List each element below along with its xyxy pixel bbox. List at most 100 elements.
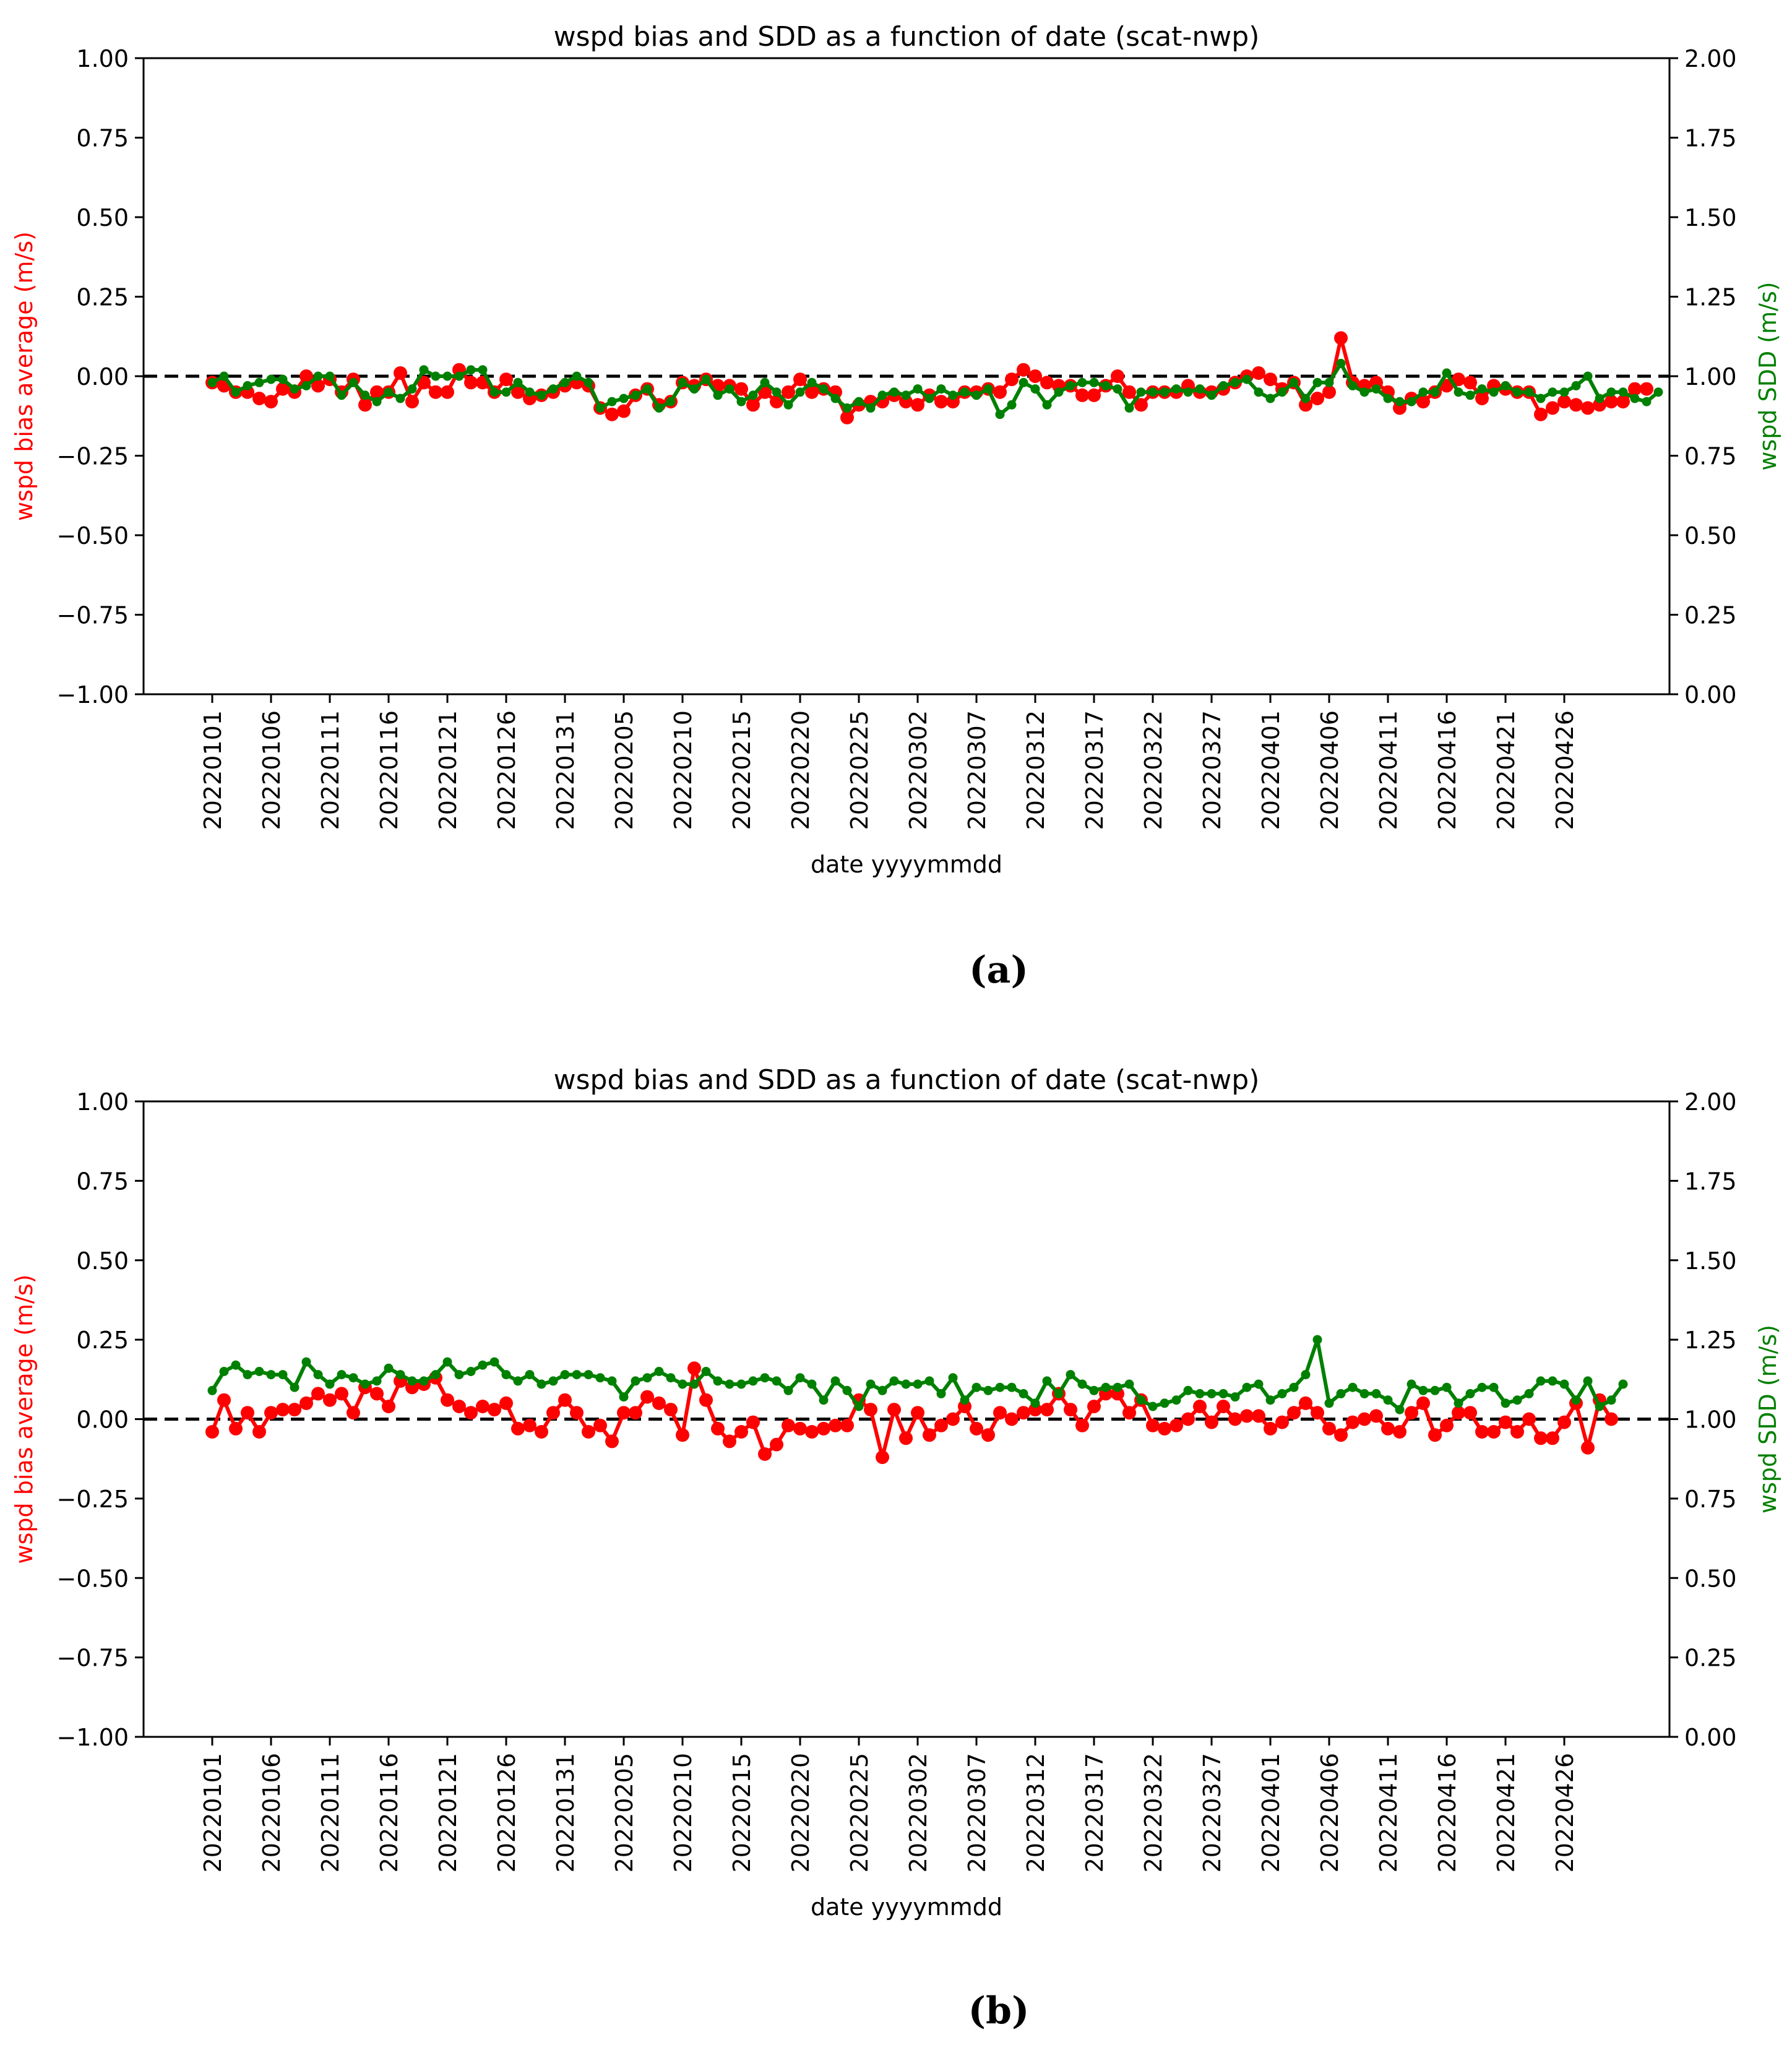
sdd-point	[725, 384, 734, 394]
sdd-point	[924, 394, 934, 403]
x-tick-label: 20220101	[199, 710, 226, 830]
sdd-point	[1171, 1395, 1181, 1405]
y2-tick-label: 1.25	[1684, 284, 1737, 311]
sdd-point	[1418, 387, 1428, 397]
sdd-point	[1277, 387, 1287, 397]
sdd-point	[1442, 368, 1452, 378]
x-tick-label: 20220406	[1316, 710, 1343, 830]
sdd-point	[1030, 384, 1040, 394]
sdd-point	[1465, 1388, 1475, 1398]
sdd-point	[866, 403, 876, 413]
x-tick-label: 20220411	[1375, 1753, 1402, 1872]
x-tick-label: 20220302	[905, 1753, 932, 1872]
sdd-point	[866, 1379, 876, 1389]
chart-panel-a: wspd bias and SDD as a function of date …	[11, 21, 1781, 992]
bias-point	[1416, 1396, 1430, 1410]
bias-point	[405, 395, 419, 409]
bias-point	[676, 1428, 689, 1442]
bias-point	[1346, 1415, 1359, 1429]
x-axis-label: date yyyymmdd	[811, 1893, 1002, 1921]
sdd-point	[207, 377, 217, 387]
bias-point	[1264, 372, 1277, 387]
sdd-point	[489, 387, 499, 397]
x-tick-label: 20220317	[1081, 710, 1108, 830]
sdd-point	[619, 394, 629, 403]
bias-point	[1546, 401, 1559, 415]
x-tick-label: 20220416	[1434, 710, 1461, 830]
bias-point	[840, 410, 854, 424]
sdd-point	[1312, 377, 1322, 387]
bias-point	[382, 1400, 395, 1413]
bias-point	[1569, 398, 1583, 412]
sdd-point	[1383, 394, 1393, 403]
x-tick-label: 20220220	[787, 1753, 814, 1872]
y2-tick-label: 1.75	[1684, 125, 1737, 152]
sdd-point	[1230, 377, 1240, 387]
bias-point	[264, 395, 278, 409]
sdd-point	[325, 371, 335, 381]
bias-point	[1557, 1415, 1571, 1429]
x-tick-label: 20220307	[963, 1753, 991, 1872]
sdd-point	[254, 377, 264, 387]
x-tick-label: 20220121	[434, 1753, 462, 1872]
y-tick-label: 0.25	[76, 284, 129, 311]
bias-point	[311, 1387, 325, 1401]
chart-title: wspd bias and SDD as a function of date …	[554, 21, 1260, 53]
bias-point	[452, 1400, 466, 1413]
sdd-point	[1113, 1382, 1122, 1392]
y2-tick-label: 2.00	[1684, 45, 1737, 72]
sdd-point	[278, 1370, 288, 1380]
sdd-point	[971, 390, 981, 400]
y-tick-label: 1.00	[76, 45, 129, 72]
sdd-point	[877, 1385, 887, 1395]
x-tick-label: 20220312	[1022, 1753, 1049, 1872]
chart-title: wspd bias and SDD as a function of date …	[554, 1064, 1260, 1096]
sdd-point	[1077, 1379, 1087, 1389]
y2-tick-label: 0.50	[1684, 1565, 1737, 1592]
bias-point	[1381, 1421, 1395, 1436]
x-tick-label: 20220116	[376, 710, 403, 830]
sdd-point	[1254, 1379, 1264, 1389]
sdd-point	[466, 1367, 476, 1376]
sdd-point	[1571, 381, 1581, 390]
bias-point	[664, 1403, 678, 1417]
bias-point	[923, 1428, 936, 1442]
sdd-point	[1148, 1401, 1158, 1411]
y2-axis-label: wspd SDD (m/s)	[1754, 1325, 1781, 1513]
bias-point	[1193, 1400, 1207, 1413]
sdd-point	[760, 1373, 770, 1383]
bias-point	[1040, 376, 1054, 390]
sdd-point	[1606, 1395, 1616, 1405]
sdd-point	[525, 1370, 535, 1380]
bias-point	[1416, 395, 1430, 409]
sdd-point	[548, 384, 558, 394]
y-tick-label: −0.25	[57, 1486, 129, 1513]
x-tick-label: 20220215	[728, 710, 756, 830]
sdd-point	[772, 1376, 782, 1386]
sdd-point	[830, 394, 840, 403]
bias-point	[887, 1403, 901, 1417]
bias-point	[394, 366, 407, 380]
sdd-point	[666, 1373, 676, 1383]
sdd-point	[795, 387, 805, 397]
sdd-point	[1301, 394, 1311, 403]
y2-tick-label: 1.00	[1684, 1406, 1737, 1434]
sdd-point	[525, 387, 535, 397]
sdd-point	[384, 387, 394, 397]
y-tick-label: −1.00	[57, 1724, 129, 1751]
sdd-point	[266, 1370, 276, 1380]
sdd-point	[983, 1385, 993, 1395]
sdd-point	[713, 1376, 723, 1386]
bias-point	[1075, 1418, 1089, 1432]
x-tick-label: 20220327	[1199, 1753, 1226, 1872]
x-tick-label: 20220225	[846, 710, 873, 830]
bias-point	[876, 1450, 889, 1465]
bias-point	[981, 1428, 995, 1442]
sdd-point	[1230, 1392, 1240, 1402]
bias-point	[734, 382, 748, 396]
sdd-point	[1324, 377, 1334, 387]
sdd-point	[1277, 1388, 1287, 1398]
bias-point	[911, 398, 924, 412]
sdd-point	[1242, 374, 1252, 384]
bias-point	[1064, 1403, 1077, 1417]
